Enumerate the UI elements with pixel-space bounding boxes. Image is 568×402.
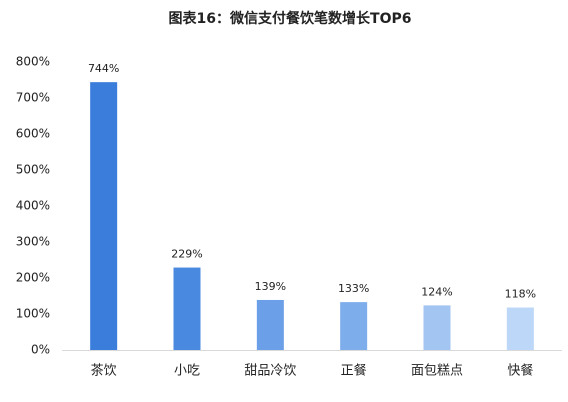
x-tick-label: 小吃 [174,363,200,379]
x-tick-label: 茶饮 [91,363,117,379]
chart-title: 图表16：微信支付餐饮笔数增长TOP6 [169,10,412,27]
bar [423,305,451,350]
y-tick-label: 800% [16,55,50,69]
value-label: 118% [505,288,536,301]
y-tick-label: 600% [16,127,50,141]
y-tick-label: 500% [16,163,50,177]
value-label: 124% [421,285,452,298]
y-tick-label: 700% [16,91,50,105]
x-tick-label: 快餐 [507,363,533,379]
bar [173,267,201,350]
y-tick-label: 100% [16,307,50,321]
bar [506,307,534,350]
value-label: 133% [338,282,369,295]
bar [90,82,118,350]
x-tick-label: 面包糕点 [411,364,463,379]
y-tick-label: 400% [16,199,50,213]
y-tick-label: 0% [31,343,50,357]
bar [340,302,368,350]
value-label: 139% [255,280,286,293]
value-label: 229% [171,248,202,261]
y-tick-label: 200% [16,271,50,285]
bar [256,299,284,350]
x-tick-label: 甜品冷饮 [244,363,296,379]
x-tick-label: 正餐 [341,363,367,379]
value-label: 744% [88,62,119,75]
y-tick-label: 300% [16,235,50,249]
